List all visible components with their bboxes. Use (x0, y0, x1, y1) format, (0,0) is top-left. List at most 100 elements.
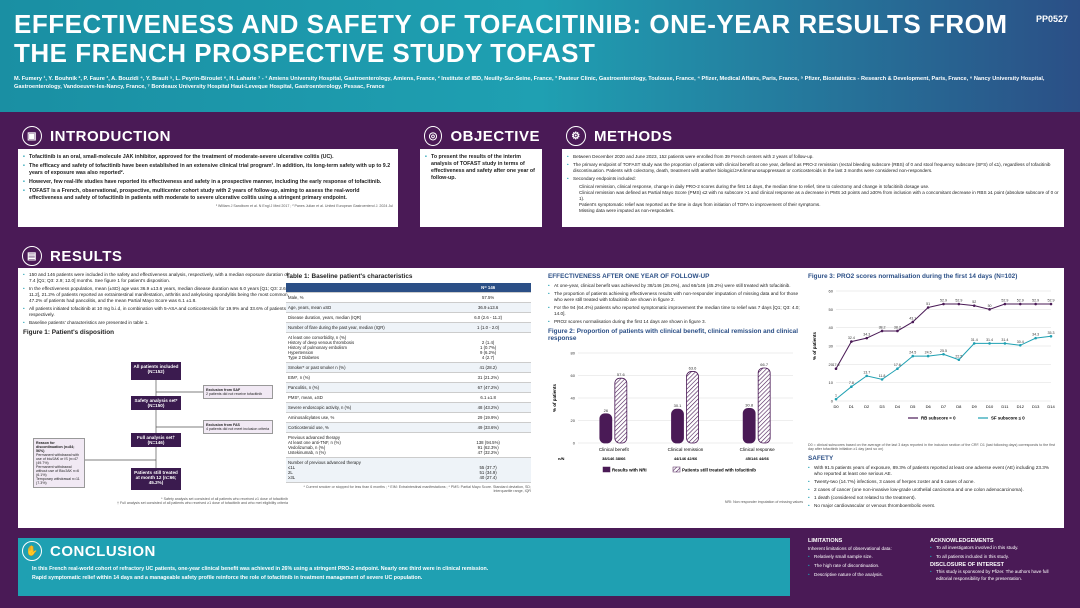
data-label: 17.6 (894, 363, 901, 367)
discontinuation-box: Reason for discontinuation (n=84; 56%) P… (33, 438, 85, 488)
list-item: However, few real-life studies have repo… (23, 179, 393, 186)
table-cell-label: Number of flare during the past year, me… (286, 322, 446, 333)
data-point (911, 320, 915, 324)
y-tick-label: 0 (831, 399, 834, 404)
list-item: The primary endpoint of TOFAST study was… (567, 162, 1059, 174)
list-item: Relatively small sample size. (808, 553, 923, 560)
handshake-icon: ✋ (22, 541, 42, 561)
data-point (865, 336, 869, 340)
y-tick-label: 60 (571, 373, 576, 378)
table-cell-label: Aminosalicylates use, % (286, 412, 446, 423)
data-label: 17.6 (833, 363, 840, 367)
data-point (1049, 334, 1053, 338)
baseline-table: N= 146 Male, % 57.5% Age, years, mean ±SD 3… (286, 283, 531, 483)
data-label: 25.5 (940, 349, 947, 353)
x-tick-label: D0 (833, 404, 839, 409)
legend-swatch (602, 466, 611, 473)
table-row: Pancolitis, n (%) 67 (47.2%) (286, 382, 531, 393)
list-item: Missing data were imputed as non-respond… (579, 208, 675, 213)
list-item: PRO2 scores normalisation during the fir… (548, 319, 803, 325)
data-point (896, 367, 899, 371)
nN-value: 44/146 42/66 (674, 456, 698, 461)
data-label: 52.9 (1032, 299, 1039, 303)
nN-value: 45/146 44/66 (745, 456, 769, 461)
data-point (926, 306, 930, 309)
list-item: Secondary endpoints included: (567, 176, 1059, 182)
data-label: 26 (604, 408, 609, 413)
flow-box-treated: Patients still treated at month 12 (n=66… (131, 468, 181, 490)
data-label: 22.5 (955, 354, 962, 358)
data-label: 50 (988, 304, 992, 308)
table-cell-value: 6.0 (2.6 - 11.2) (445, 312, 531, 323)
legend-label: Results with NRI (612, 468, 647, 473)
table-cell-value: 36.9 ±13.6 (445, 302, 531, 313)
list-item: To all investigators involved in this st… (930, 544, 1065, 551)
data-label: 63.6 (689, 365, 698, 370)
table-row: Number of previous advanced therapy ≤1L … (286, 457, 531, 483)
x-tick-label: D12 (1017, 404, 1025, 409)
figure1-note: * Safety analysis set consisted of all p… (117, 497, 288, 505)
nN-value: 38/146 38/66 (602, 456, 626, 461)
figure2-bar-chart: 0 20 40 60 80 % of patients 26 57.6 Clinical ben… (552, 351, 793, 473)
list-item: Rapid symptomatic relief within 14 days … (26, 575, 786, 582)
data-point (834, 367, 838, 371)
intro-bullets: Tofacitinib is an oral, small-molecule J… (23, 154, 393, 202)
poster-title: EFFECTIVENESS AND SAFETY OF TOFACITINIB:… (14, 9, 1008, 68)
table-cell-label: Smoker* or past smoker n (%) (286, 362, 446, 373)
data-label: 51 (926, 302, 930, 306)
data-point (1034, 336, 1037, 340)
y-tick-label: 0 (573, 441, 576, 446)
table-cell-value: 55 (37.7) 51 (34.9) 40 (27.4) (445, 457, 531, 483)
x-tick-label: D5 (910, 404, 916, 409)
x-tick-label: D4 (895, 404, 901, 409)
x-tick-label: Clinical remission (668, 447, 704, 452)
y-axis-label: % of patients (812, 332, 817, 360)
list-item: This study is sponsored by Pfizer. The a… (930, 568, 1065, 582)
data-label: 52.9 (1048, 299, 1055, 303)
flow-box-full: Full analysis set† (N=146) (131, 433, 181, 447)
data-point (880, 329, 884, 333)
data-point (1003, 342, 1007, 345)
data-point (1034, 302, 1037, 306)
data-label: 13.7 (863, 370, 870, 374)
list-item: No major cardiovascular or venous thromb… (808, 503, 1058, 509)
table-row: Corticosteroid use, % 49 (33.6%) (286, 422, 531, 433)
target-icon: ◎ (424, 126, 443, 146)
table-row: Aminosalicylates use, % 29 (19.9%) (286, 412, 531, 423)
authors: M. Fumery ¹, Y. Bouhnik ², P. Faure ³, A… (14, 76, 1045, 90)
objective-text: To present the results of the interim an… (425, 154, 537, 182)
data-point (880, 378, 884, 381)
data-label: 57.6 (617, 372, 626, 377)
table-cell-label: Severe endoscopic activity, n (%) (286, 402, 446, 413)
acknowledgements: ACKNOWLEDGEMENTS To all investigators in… (930, 538, 1065, 584)
bar (614, 377, 628, 444)
data-point (834, 397, 838, 401)
bar (671, 408, 684, 444)
data-label: 52.9 (940, 299, 947, 303)
table1-title: Table 1: Baseline patient's characterist… (286, 273, 413, 280)
table-cell-value: 1 (1.0 - 2.0) (445, 322, 531, 333)
table-row: Disease duration, years, median (IQR) 6.0… (286, 312, 531, 323)
results-panel: 150 and 146 patients were included in th… (18, 268, 1064, 528)
data-label: 30.8 (745, 402, 754, 407)
data-point (1018, 302, 1022, 306)
list-item: Twenty-two (14.7%) infections, 3 cases o… (808, 479, 1058, 485)
data-label: 52.9 (1001, 299, 1008, 303)
list-item: Clinical remission, clinical response, c… (579, 184, 930, 189)
data-label: 52.9 (955, 299, 962, 303)
x-tick-label: D10 (986, 404, 994, 409)
methods-heading: ⚙ METHODS (562, 125, 1062, 147)
table-cell-label: Number of previous advanced therapy ≤1L … (286, 457, 446, 483)
data-point (911, 354, 915, 358)
data-point (988, 308, 991, 311)
bar (686, 371, 699, 444)
data-label: 31.4 (971, 338, 978, 342)
intro-refs: ¹ William J Sandborn et al. N Engl J Med… (215, 204, 393, 208)
table-cell-value: 67 (47.2%) (445, 382, 531, 393)
data-point (972, 304, 976, 307)
table-cell-label: Male, % (286, 292, 446, 303)
data-label: 52.9 (1017, 299, 1024, 303)
list-item: The efficacy and safety of tofacitinib h… (23, 163, 393, 177)
data-point (1049, 302, 1053, 306)
bar (757, 367, 771, 444)
